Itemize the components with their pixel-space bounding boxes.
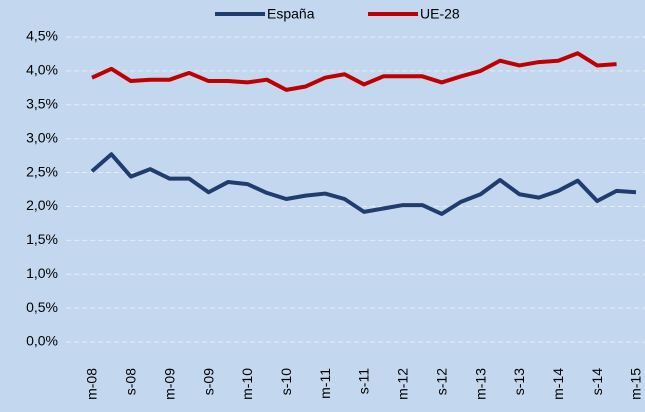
y-tick-label: 1,0% [26, 265, 58, 281]
series-line [91, 51, 617, 92]
y-tick-label: 0,0% [26, 333, 58, 349]
x-tick-label: s-10 [278, 368, 294, 395]
x-tick-label: m-13 [472, 368, 488, 400]
legend-label: España [267, 6, 315, 22]
x-tick-label: m-14 [550, 368, 566, 400]
x-tick-label: s-11 [356, 368, 372, 394]
x-tick-label: m-08 [84, 368, 100, 400]
x-tick-label: s-08 [123, 368, 139, 395]
x-tick-label: m-10 [239, 368, 255, 400]
x-tick-label: m-15 [628, 368, 644, 400]
x-tick-label: s-14 [589, 368, 605, 395]
y-tick-label: 4,0% [26, 62, 58, 78]
x-tick-label: m-11 [317, 368, 333, 399]
y-tick-label: 2,0% [26, 197, 58, 213]
x-tick-label: s-12 [433, 368, 449, 395]
legend-label: UE-28 [420, 6, 460, 22]
x-tick-label: m-09 [161, 368, 177, 400]
y-tick-label: 1,5% [26, 231, 58, 247]
x-tick-label: s-13 [511, 368, 527, 395]
y-tick-label: 3,0% [26, 129, 58, 145]
x-tick-label: m-12 [395, 368, 411, 400]
y-tick-label: 2,5% [26, 163, 58, 179]
series-line [90, 152, 637, 216]
y-tick-label: 0,5% [26, 299, 58, 315]
y-tick-label: 4,5% [26, 28, 58, 44]
x-tick-label: s-09 [200, 368, 216, 395]
y-tick-label: 3,5% [26, 95, 58, 111]
